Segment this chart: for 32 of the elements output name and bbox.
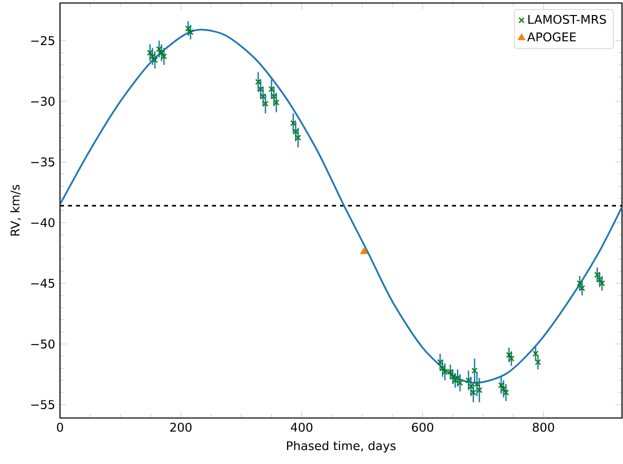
legend-label: APOGEE	[527, 32, 576, 42]
x-axis-title: Phased time, days	[287, 440, 396, 453]
point	[255, 78, 262, 85]
point	[273, 99, 280, 106]
y-tick-label: −30	[31, 96, 54, 106]
point	[472, 368, 478, 374]
point	[465, 377, 472, 384]
point	[290, 120, 296, 126]
point	[262, 100, 269, 107]
y-axis-title: RV, km/s	[10, 184, 21, 236]
point	[295, 134, 302, 141]
x-tick-label: 200	[170, 422, 192, 432]
point	[270, 93, 277, 100]
point	[260, 93, 266, 100]
x-tick-label: 600	[412, 422, 434, 432]
y-tick-label: −35	[31, 157, 54, 166]
x-tick-label: 800	[532, 422, 554, 432]
point	[534, 359, 542, 366]
x-tick-label: 0	[56, 422, 64, 432]
y-tick-label: −55	[31, 400, 54, 410]
x-tick-label: 400	[290, 422, 312, 432]
point	[292, 128, 299, 135]
point	[268, 86, 275, 92]
y-tick-label: −40	[31, 218, 54, 228]
y-tick-label: −50	[31, 339, 54, 349]
point	[532, 350, 539, 357]
y-tick-label: −45	[31, 278, 54, 288]
y-tick-label: −25	[31, 36, 54, 46]
point	[258, 86, 264, 92]
point	[437, 359, 444, 366]
legend-label: LAMOST-MRS	[528, 14, 606, 24]
point	[360, 248, 368, 254]
